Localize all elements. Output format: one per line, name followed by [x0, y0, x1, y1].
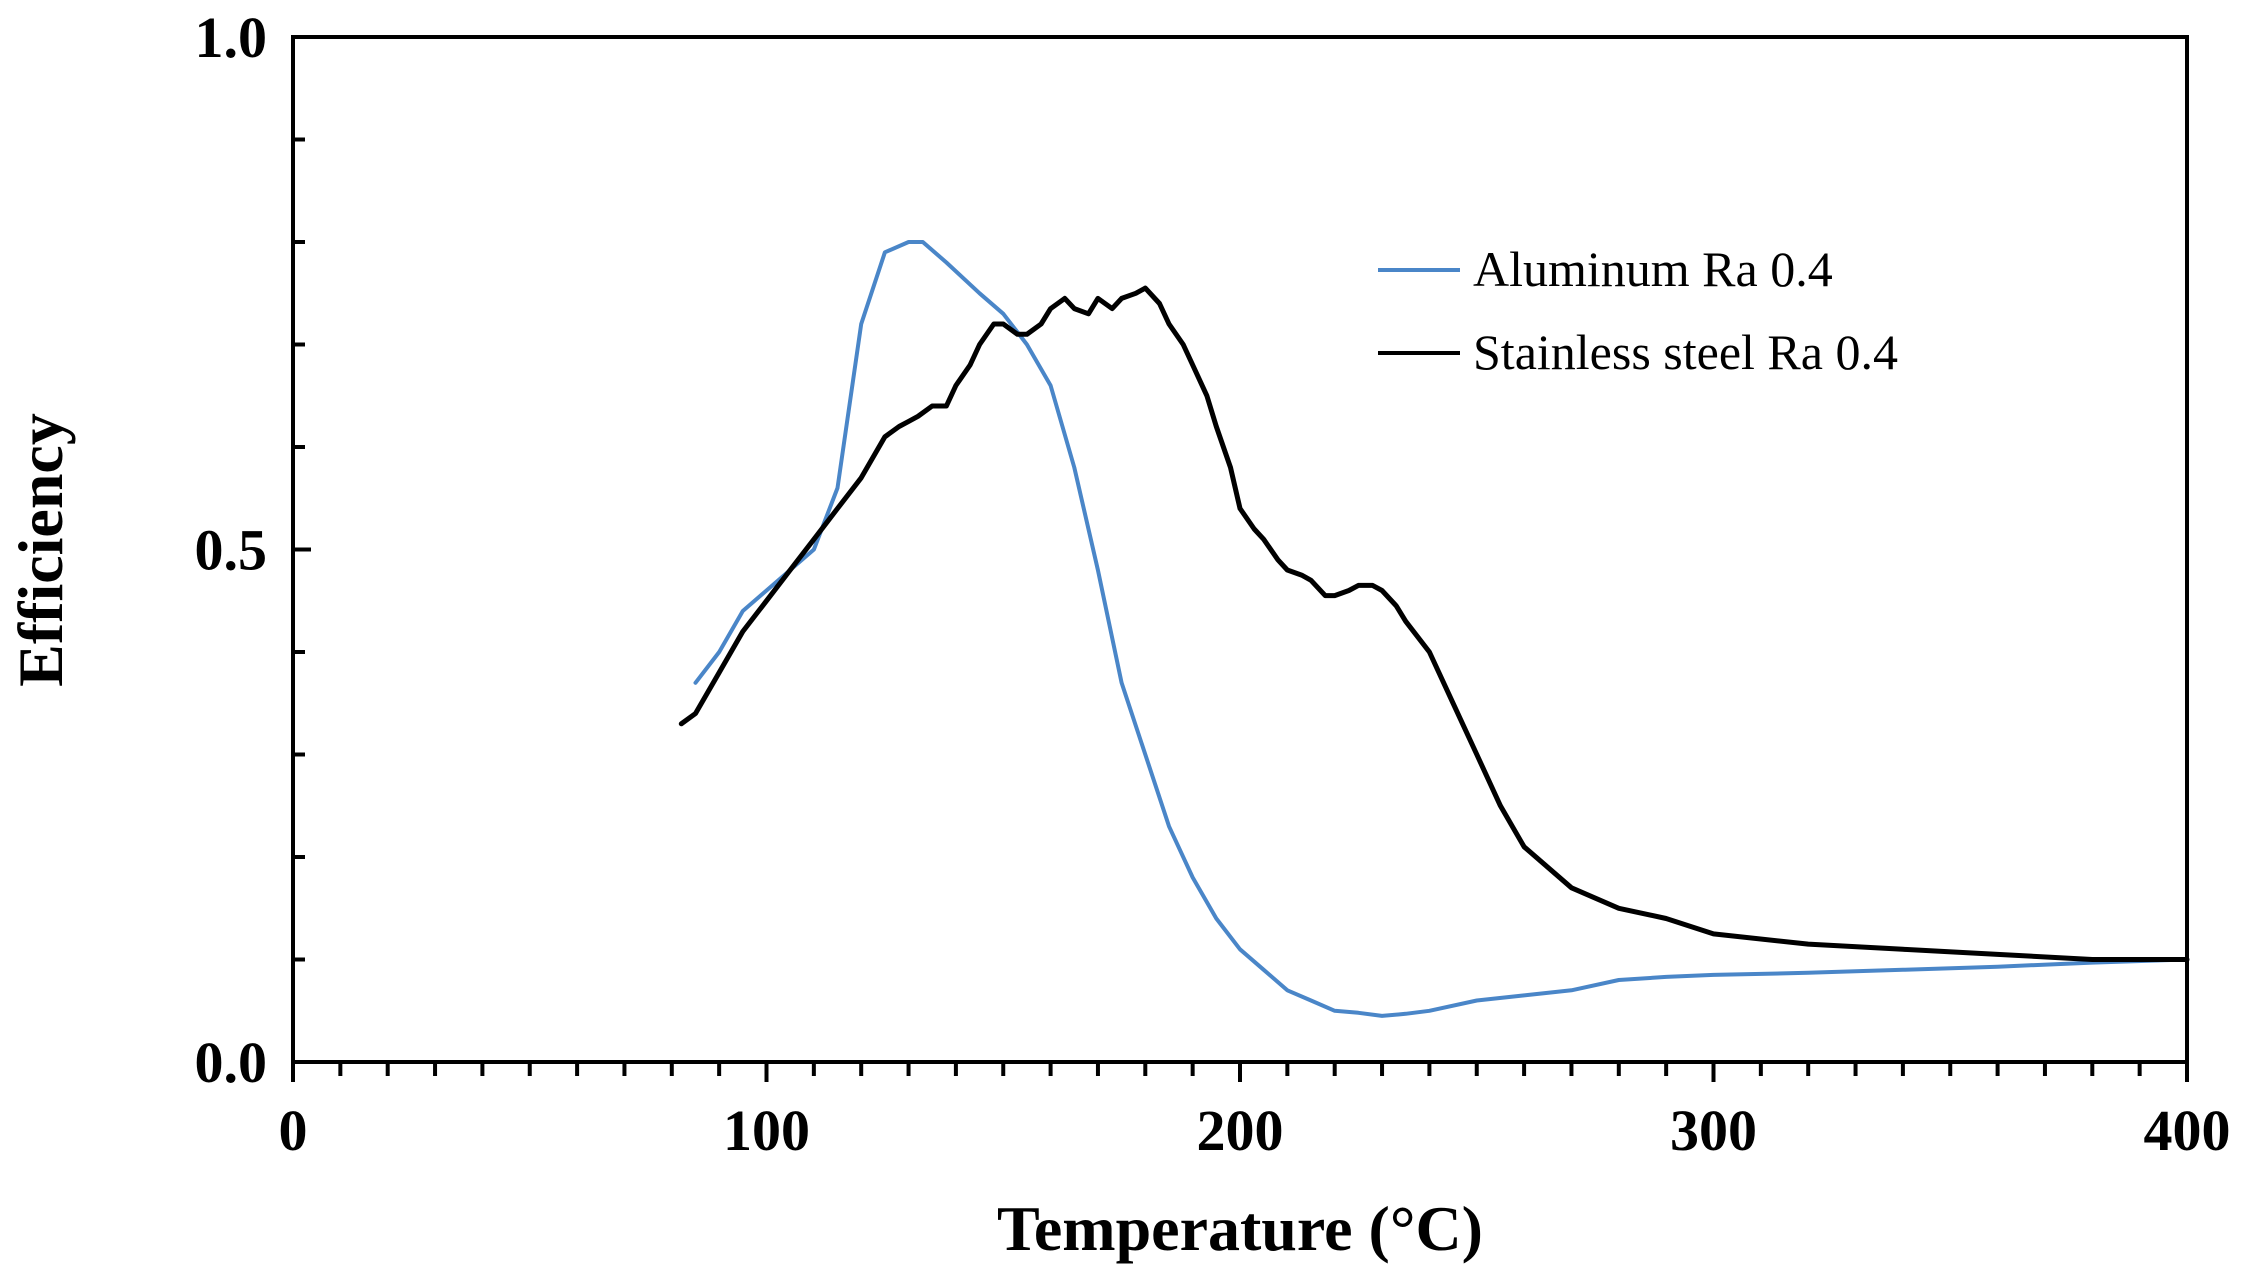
plot-area-frame [291, 35, 2189, 1064]
legend-label-stainless: Stainless steel Ra 0.4 [1473, 324, 1898, 380]
y-tick-label: 0.5 [195, 518, 268, 583]
y-tick-label: 1.0 [195, 5, 268, 70]
x-tick-label: 0 [279, 1098, 308, 1163]
legend: Aluminum Ra 0.4 Stainless steel Ra 0.4 [1378, 241, 1898, 380]
legend-label-aluminum: Aluminum Ra 0.4 [1473, 241, 1833, 297]
x-axis-title: Temperature (°C) [997, 1193, 1483, 1264]
x-tick-label: 400 [2144, 1098, 2231, 1163]
x-tick-label: 200 [1197, 1098, 1284, 1163]
y-axis-ticks: 0.0 0.5 1.0 [195, 5, 311, 1095]
series-line-stainless-steel [678, 285, 2190, 962]
x-tick-label: 100 [723, 1098, 810, 1163]
x-tick-label: 300 [1670, 1098, 1757, 1163]
y-tick-label: 0.0 [195, 1030, 268, 1095]
y-axis-title: Efficiency [5, 413, 76, 687]
series-layer [678, 240, 2190, 1018]
series-line-aluminum [693, 240, 2189, 1018]
x-axis-ticks: 0 100 200 300 400 [279, 1062, 2231, 1163]
